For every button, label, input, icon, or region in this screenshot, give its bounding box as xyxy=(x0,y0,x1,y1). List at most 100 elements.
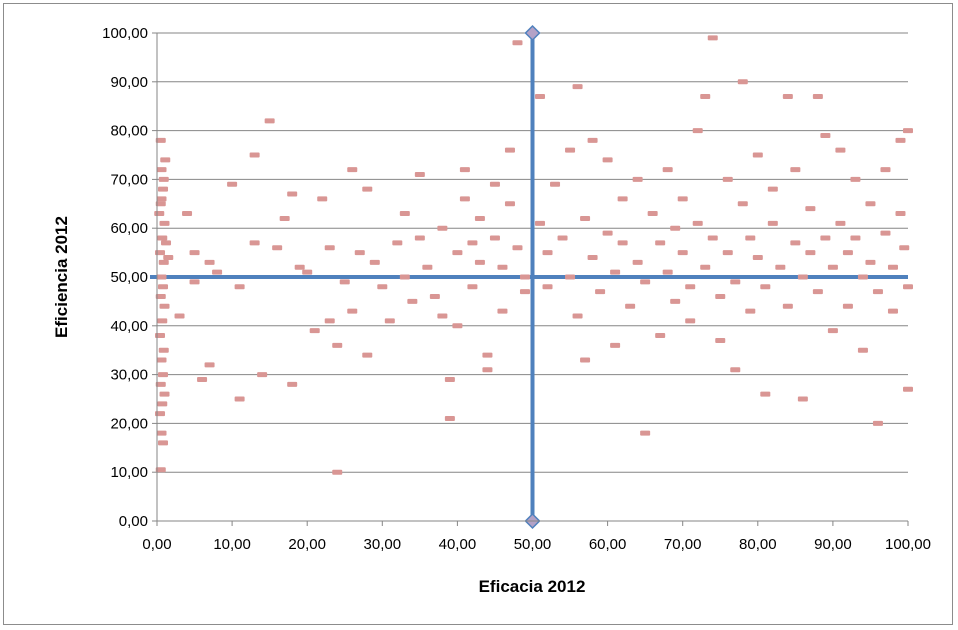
data-point xyxy=(475,216,485,221)
data-point xyxy=(512,40,522,45)
data-point xyxy=(197,377,207,382)
data-point xyxy=(467,284,477,289)
data-point xyxy=(400,275,410,280)
data-point xyxy=(460,196,470,201)
y-tick-labels: 0,00 10,00 20,00 30,00 40,00 50,00 60,00 70,00 8… xyxy=(102,25,148,530)
data-point xyxy=(347,167,357,172)
data-point xyxy=(475,260,485,265)
x-tick-label: 90,00 xyxy=(814,536,852,553)
data-point xyxy=(873,421,883,426)
data-point xyxy=(157,431,167,436)
data-point xyxy=(640,279,650,284)
data-point xyxy=(157,318,167,323)
data-point xyxy=(520,289,530,294)
data-point xyxy=(595,289,605,294)
data-point xyxy=(580,216,590,221)
data-point xyxy=(467,240,477,245)
data-point xyxy=(663,167,673,172)
data-point xyxy=(753,153,763,158)
data-point xyxy=(497,309,507,314)
data-point xyxy=(820,235,830,240)
data-point xyxy=(205,260,215,265)
data-point xyxy=(158,284,168,289)
data-point xyxy=(325,318,335,323)
data-point xyxy=(437,314,447,319)
data-point xyxy=(287,382,297,387)
data-point xyxy=(899,245,909,250)
y-tick-label: 80,00 xyxy=(110,123,148,140)
data-point xyxy=(505,148,515,153)
data-point xyxy=(670,299,680,304)
data-point xyxy=(257,372,267,377)
data-point xyxy=(843,304,853,309)
data-point xyxy=(730,367,740,372)
data-point xyxy=(880,167,890,172)
data-point xyxy=(715,338,725,343)
data-point xyxy=(655,240,665,245)
data-point xyxy=(163,255,173,260)
data-point xyxy=(865,260,875,265)
data-point xyxy=(205,362,215,367)
x-tick-labels: 0,00 10,00 20,00 30,00 40,00 50,00 60,00 70,00 8… xyxy=(142,536,931,553)
data-point xyxy=(738,201,748,206)
data-point xyxy=(400,211,410,216)
data-point xyxy=(157,401,167,406)
data-point xyxy=(272,245,282,250)
data-point xyxy=(573,314,583,319)
data-point xyxy=(663,270,673,275)
data-point xyxy=(640,431,650,436)
data-point xyxy=(175,314,185,319)
data-point xyxy=(828,265,838,270)
y-axis-title: Eficiencia 2012 xyxy=(52,216,71,338)
data-point xyxy=(828,328,838,333)
data-point xyxy=(543,284,553,289)
data-point xyxy=(685,318,695,323)
data-point xyxy=(543,250,553,255)
data-point xyxy=(235,284,245,289)
data-point xyxy=(633,177,643,182)
data-point xyxy=(497,265,507,270)
data-point xyxy=(678,196,688,201)
y-tick-label: 90,00 xyxy=(110,74,148,91)
y-tick-label: 70,00 xyxy=(110,171,148,188)
y-tick-label: 100,00 xyxy=(102,25,148,42)
data-point xyxy=(430,294,440,299)
data-point xyxy=(190,250,200,255)
x-tick-label: 60,00 xyxy=(589,536,627,553)
data-point xyxy=(850,177,860,182)
data-point xyxy=(287,192,297,197)
y-tick-label: 60,00 xyxy=(110,220,148,237)
data-point xyxy=(745,309,755,314)
data-point xyxy=(903,284,913,289)
data-point xyxy=(160,221,170,226)
data-point xyxy=(738,79,748,84)
data-point xyxy=(452,250,462,255)
data-point xyxy=(295,265,305,270)
data-point xyxy=(460,167,470,172)
data-point xyxy=(768,221,778,226)
data-point xyxy=(280,216,290,221)
x-tick-label: 0,00 xyxy=(142,536,171,553)
data-point xyxy=(190,279,200,284)
data-point xyxy=(895,138,905,143)
data-point xyxy=(159,260,169,265)
data-point xyxy=(805,250,815,255)
data-point xyxy=(603,231,613,236)
data-point xyxy=(783,94,793,99)
x-tick-label: 70,00 xyxy=(664,536,702,553)
data-point xyxy=(873,289,883,294)
data-point xyxy=(790,167,800,172)
data-point xyxy=(407,299,417,304)
data-point xyxy=(157,275,167,280)
data-point xyxy=(813,289,823,294)
data-point xyxy=(603,157,613,162)
data-point xyxy=(157,357,167,362)
data-point xyxy=(160,304,170,309)
data-point xyxy=(377,284,387,289)
data-point xyxy=(325,245,335,250)
data-point xyxy=(678,250,688,255)
data-point xyxy=(452,323,462,328)
data-point xyxy=(362,187,372,192)
data-point xyxy=(250,153,260,158)
